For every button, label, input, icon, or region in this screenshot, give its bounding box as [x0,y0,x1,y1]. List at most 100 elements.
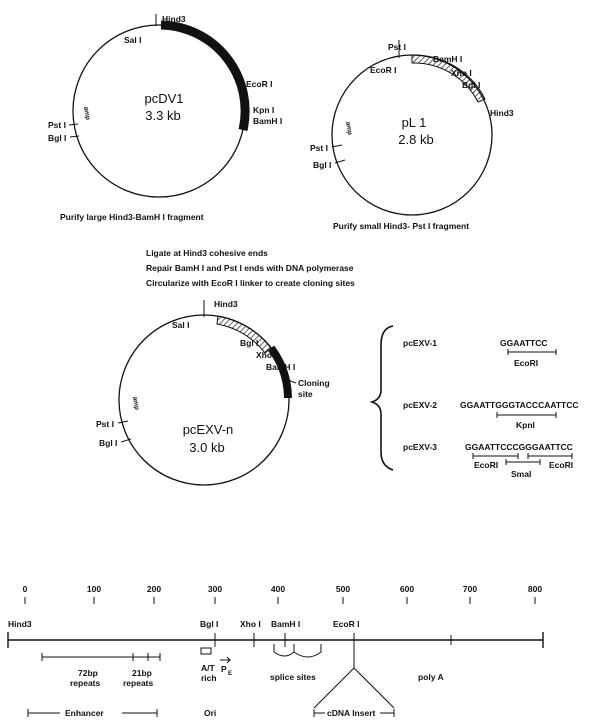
repeats21-2: repeats [123,678,154,688]
scale-tick-label: 500 [336,584,350,594]
variant-name: pcEXV-3 [403,442,437,452]
variant-seq: GGAATTCCCGGGAATTCC [465,442,573,452]
site-label-bgl: Bgl I [240,338,258,348]
plasmid-pcexv-n: Hind3 Sal I Bgl I Xho I BamH I Cloning s… [96,299,330,486]
step-2: Repair BamH I and Pst I ends with DNA po… [146,263,354,273]
site-label-pst: Pst I [96,419,114,429]
site-label-bgl: Bgl I [48,133,66,143]
region-cdna: cDNA Insert [327,708,376,718]
site-label-pst: Pst I [310,143,328,153]
repeats21-1: 21bp [132,668,152,678]
linear-map: 0 100 200 300 400 500 600 700 800 Hind3 … [7,584,544,718]
site-tick [68,123,79,126]
amp-label: amp [131,396,140,410]
plasmid-pcdv1: Hind3 Sal I EcoR I Kpn I BamH I Pst I Bg… [48,14,282,222]
promoter-label: P [221,664,227,674]
plasmid-caption: Purify small Hind3- Pst I fragment [333,221,469,231]
enzyme-label: KpnI [516,420,535,430]
variant-pcexv-2: pcEXV-2 GGAATTGGGTACCCAATTCC KpnI [403,400,579,430]
promoter-arrow [220,656,232,664]
site-label-sal: Sal I [172,320,189,330]
plasmid-caption: Purify large Hind3-BamH I fragment [60,212,204,222]
step-1: Ligate at Hind3 cohesive ends [146,248,268,258]
site-tick [69,135,80,138]
site-label-kpn: Kpn I [253,105,274,115]
plasmid-name: pcEXV-n [183,422,234,437]
site-label-xho: Xho I [256,350,277,360]
site-label-bgl: Bgl I [313,160,331,170]
plasmid-pcdv1-insert-arc [160,20,250,131]
site-label-bgl: Bgl I [462,80,480,90]
map-site-bgl: Bgl I [200,619,218,629]
region-ori: Ori [204,708,216,718]
scale-tick-label: 700 [463,584,477,594]
repeats72-1: 72bp [78,668,98,678]
plasmid-pl1-hatched-arc [411,54,486,103]
procedure-steps: Ligate at Hind3 cohesive ends Repair Bam… [146,248,355,288]
site-tick [331,144,343,148]
plasmid-name: pcDV1 [144,91,183,106]
scale-tick-label: 400 [271,584,285,594]
site-label-ecor: EcoR I [246,79,272,89]
scale-tick-label: 200 [147,584,161,594]
plasmid-name: pL 1 [402,115,427,130]
site-label-xho: Xho I [451,68,472,78]
promoter-sub: E [228,671,232,677]
scale-tick-label: 300 [208,584,222,594]
scale-tick-label: 800 [528,584,542,594]
plasmid-pcexv-black-arc [267,345,292,399]
variant-seq: GGAATTGGGTACCCAATTCC [460,400,579,410]
site-label-bamh: BamH I [253,116,282,126]
at-rich-box [200,647,212,655]
scale-tick-label: 100 [87,584,101,594]
enzyme-label: EcoRI [549,460,573,470]
site-label-bamh: BamH I [433,54,462,64]
site-label-pst: Pst I [48,120,66,130]
site-label-hind3: Hind3 [162,14,186,24]
polya-label: poly A [418,672,444,682]
region-enhancer: Enhancer [65,708,104,718]
cloning-label-2: site [298,389,313,399]
site-label-bamh: BamH I [266,362,295,372]
map-site-bamh: BamH I [271,619,300,629]
cloning-label-1: Cloning [298,378,330,388]
plasmid-size: 3.0 kb [189,440,224,455]
plasmid-pl1: Pst I EcoR I BamH I Xho I Bgl I Hind3 Ps… [310,40,514,231]
step-3: Circularize with EcoR I linker to create… [146,278,355,288]
map-site-ecor: EcoR I [333,619,359,629]
variant-pcexv-1: pcEXV-1 GGAATTCC EcoRI [403,338,557,368]
site-label-hind3: Hind3 [214,299,238,309]
splice-label: splice sites [270,672,316,682]
variant-brace [369,325,394,471]
scale-tick-label: 600 [400,584,414,594]
variant-pcexv-3: pcEXV-3 GGAATTCCCGGGAATTCC EcoRI SmaI Ec… [403,442,573,479]
site-label-hind3: Hind3 [490,108,514,118]
plasmid-size: 3.3 kb [145,108,180,123]
site-tick [117,420,129,424]
site-label-pst: Pst I [388,42,406,52]
site-label-ecor: EcoR I [370,65,396,75]
splice-bracket [273,644,295,657]
map-site-hind3: Hind3 [8,619,32,629]
site-tick [120,438,132,443]
map-site-xho: Xho I [240,619,261,629]
cloning-pointer [287,379,297,384]
site-tick [334,159,346,164]
splice-bracket [293,644,322,658]
enzyme-label: EcoRI [514,358,538,368]
scale-tick-label: 0 [23,584,28,594]
site-label-sal: Sal I [124,35,141,45]
variant-seq: GGAATTCC [500,338,548,348]
variant-name: pcEXV-2 [403,400,437,410]
amp-label: amp [344,121,353,135]
plasmid-size: 2.8 kb [398,132,433,147]
variant-name: pcEXV-1 [403,338,437,348]
amp-label: amp [82,106,91,120]
enzyme-label: EcoRI [474,460,498,470]
at-rich-1: A/T [201,663,216,673]
at-rich-2: rich [201,673,217,683]
site-label-bgl: Bgl I [99,438,117,448]
enzyme-label: SmaI [511,469,531,479]
repeats72-2: repeats [70,678,101,688]
